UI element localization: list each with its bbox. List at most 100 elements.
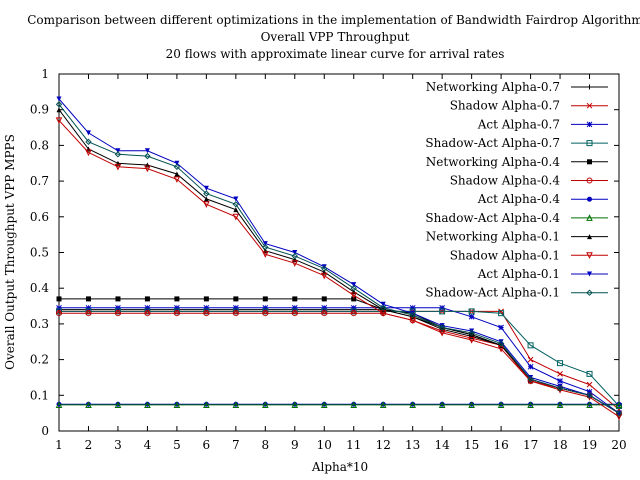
legend-entry: Act Alpha-0.7 [477,117,608,131]
legend-label: Act Alpha-0.4 [477,192,561,206]
data-point [232,213,240,221]
data-point [291,308,298,315]
data-point [203,401,210,408]
data-point [203,304,210,311]
data-point [291,401,299,408]
y-axis-label: Overall Output Throughput VPP MPPS [3,134,17,370]
data-point [291,304,298,311]
data-point [144,165,151,173]
data-point [173,308,180,315]
data-point [56,107,62,113]
series-11 [56,96,622,416]
data-point [56,310,62,317]
data-point [498,310,505,317]
data-point [85,138,92,146]
data-point [321,308,328,315]
x-tick-label: 19 [582,438,597,452]
legend-label: Shadow Alpha-0.7 [450,99,560,113]
series-line [59,312,620,414]
data-point [55,401,63,408]
data-point [468,336,475,344]
data-point [291,310,298,317]
data-point [114,163,122,171]
data-point [586,381,593,388]
data-point [410,310,416,316]
data-point [114,310,121,317]
legend-entry: Shadow Alpha-0.4 [450,174,608,188]
legend-label: Shadow Alpha-0.1 [450,248,560,262]
series-3 [56,304,622,417]
data-point [557,383,563,389]
data-point [233,207,239,213]
data-point [586,392,593,399]
series-line [58,103,620,414]
data-point [262,243,269,251]
data-point [262,308,269,315]
series-line [59,310,620,407]
data-point [320,272,328,280]
series-6 [56,310,622,417]
data-point [262,310,269,317]
x-tick-label: 6 [203,438,211,452]
data-point [586,388,593,395]
legend-label: Networking Alpha-0.1 [426,230,560,244]
axes: 1 2 3 4 5 6 7 8 9 10 11 12 13 14 15 16 17 18 19 2000.10.20.… [30,67,627,452]
data-point [469,328,475,334]
data-point [173,401,181,408]
legend-label: Networking Alpha-0.7 [426,80,560,94]
data-point [114,401,122,408]
data-point [232,304,239,311]
data-point [380,304,387,312]
chart-title-line-2: Overall VPP Throughput [261,30,410,44]
y-tick-label: 0.2 [30,353,49,367]
data-point [409,401,416,408]
y-tick-label: 0 [41,424,49,438]
legend-marker [587,234,592,240]
data-point [262,304,269,311]
legend-marker [586,140,593,147]
data-point [321,265,328,272]
legend-entry: Shadow-Act Alpha-0.7 [425,136,608,150]
data-point [262,241,268,247]
series-5 [56,296,622,416]
legend-entry: Shadow-Act Alpha-0.4 [425,211,608,225]
data-point [203,308,210,315]
y-tick-label: 0.5 [30,246,49,260]
data-point [174,296,180,302]
x-tick-label: 15 [464,438,479,452]
x-tick-label: 17 [523,438,538,452]
data-point [527,376,534,383]
data-point [203,190,210,197]
data-point [527,401,534,408]
data-point [232,401,240,408]
x-axis-label: Alpha*10 [311,460,368,474]
data-point [468,308,475,315]
data-point [527,342,534,349]
data-point [556,401,564,408]
data-point [468,329,475,337]
y-tick-label: 0.9 [30,103,49,117]
legend-entry: Act Alpha-0.1 [477,267,608,281]
y-tick-label: 1 [41,67,49,81]
data-point [232,310,239,317]
series-12 [55,101,623,417]
data-point [114,151,122,158]
data-point [586,401,593,408]
data-point [262,296,268,302]
series-line [58,98,620,414]
data-point [527,356,534,363]
data-point [174,171,180,177]
data-point [350,292,358,299]
data-point [291,252,298,260]
data-point [144,308,151,315]
data-point [144,304,151,311]
data-point [321,310,328,317]
data-point [173,310,180,317]
legend-entry: Shadow Alpha-0.7 [450,99,608,113]
data-point [233,296,239,302]
data-point [439,304,446,311]
data-point [615,401,623,408]
data-point [144,296,150,302]
series-2 [56,308,622,413]
data-point [85,310,92,317]
